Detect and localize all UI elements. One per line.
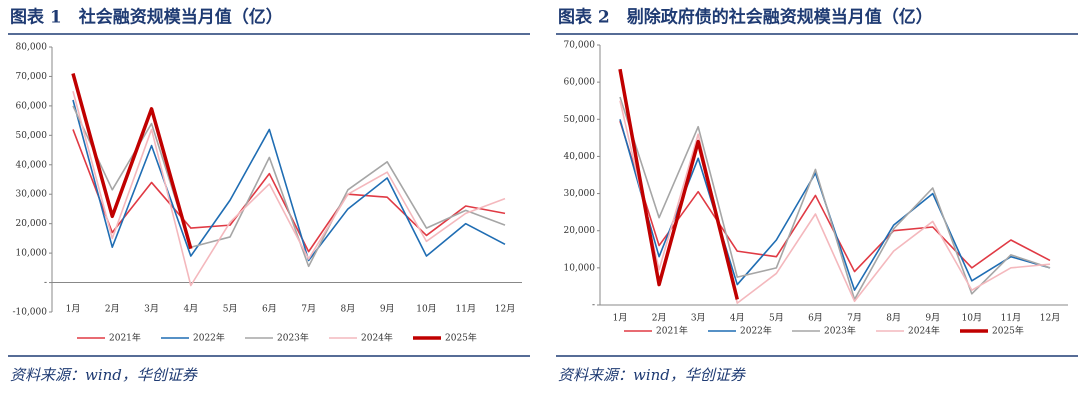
- legend-label: 2022年: [193, 332, 225, 344]
- x-tick-label: 9月: [925, 313, 940, 324]
- x-tick-label: 4月: [183, 304, 198, 315]
- chart-title: 图表 2 剔除政府债的社会融资规模当月值（亿）: [558, 7, 933, 28]
- y-tick-label: 70,000: [564, 41, 596, 51]
- series-line: [72, 90, 506, 287]
- legend-label: 2022年: [740, 325, 772, 337]
- x-tick-label: 8月: [341, 304, 356, 315]
- source: 资料来源：wind，华创证券: [558, 366, 746, 384]
- series-line: [72, 99, 506, 262]
- x-tick-label: 8月: [886, 313, 901, 324]
- y-tick-label: 70,000: [16, 72, 48, 82]
- x-tick-label: 7月: [847, 313, 862, 324]
- x-tick-label: 2月: [652, 313, 667, 324]
- x-tick-label: 11月: [1001, 313, 1021, 324]
- x-tick-label: 10月: [962, 313, 982, 324]
- x-tick-label: 3月: [691, 313, 706, 324]
- x-tick-label: 1月: [613, 313, 628, 324]
- legend-label: 2023年: [824, 325, 856, 337]
- series-line: [72, 105, 506, 268]
- source: 资料来源：wind，华创证券: [10, 366, 198, 384]
- y-tick-label: 30,000: [564, 189, 596, 199]
- y-tick-label: 20,000: [564, 226, 596, 236]
- series-line: [619, 119, 1051, 291]
- y-tick-label: 10,000: [564, 263, 596, 273]
- x-tick-label: 10月: [416, 304, 436, 315]
- x-tick-label: 2月: [105, 304, 120, 315]
- series-line: [71, 73, 193, 250]
- legend-label: 2025年: [992, 325, 1024, 337]
- legend-label: 2021年: [109, 332, 141, 344]
- series-line: [618, 68, 739, 300]
- legend-label: 2024年: [908, 325, 940, 337]
- y-tick-label: -: [44, 278, 47, 288]
- y-tick-label: 50,000: [564, 115, 596, 125]
- legend-label: 2023年: [277, 332, 309, 344]
- x-tick-label: 12月: [495, 304, 515, 315]
- y-tick-label: -: [592, 301, 595, 311]
- chart-title: 图表 1 社会融资规模当月值（亿）: [10, 7, 283, 28]
- y-tick-label: 60,000: [564, 78, 596, 88]
- y-tick-label: 10,000: [16, 249, 48, 259]
- legend-label: 2024年: [361, 332, 393, 344]
- x-tick-label: 12月: [1040, 313, 1060, 324]
- x-tick-label: 6月: [808, 313, 823, 324]
- x-tick-label: 1月: [66, 304, 81, 315]
- y-tick-label: 40,000: [16, 160, 48, 170]
- x-tick-label: 9月: [380, 304, 395, 315]
- x-tick-label: 5月: [223, 304, 238, 315]
- x-tick-label: 4月: [730, 313, 745, 324]
- x-tick-label: 6月: [262, 304, 277, 315]
- legend-label: 2021年: [656, 325, 688, 337]
- x-tick-label: 3月: [144, 304, 159, 315]
- y-tick-label: 30,000: [16, 190, 48, 200]
- y-tick-label: 20,000: [16, 219, 48, 229]
- legend-label: 2025年: [445, 332, 477, 344]
- x-tick-label: 5月: [769, 313, 784, 324]
- x-tick-label: 7月: [301, 304, 316, 315]
- series-line: [619, 96, 1051, 301]
- y-tick-label: 60,000: [16, 101, 48, 111]
- y-tick-label: 80,000: [16, 43, 48, 53]
- series-line: [619, 100, 1051, 304]
- y-tick-label: 40,000: [564, 152, 596, 162]
- y-tick-label: 50,000: [16, 131, 48, 141]
- y-tick-label: -10,000: [12, 308, 47, 318]
- x-tick-label: 11月: [456, 304, 476, 315]
